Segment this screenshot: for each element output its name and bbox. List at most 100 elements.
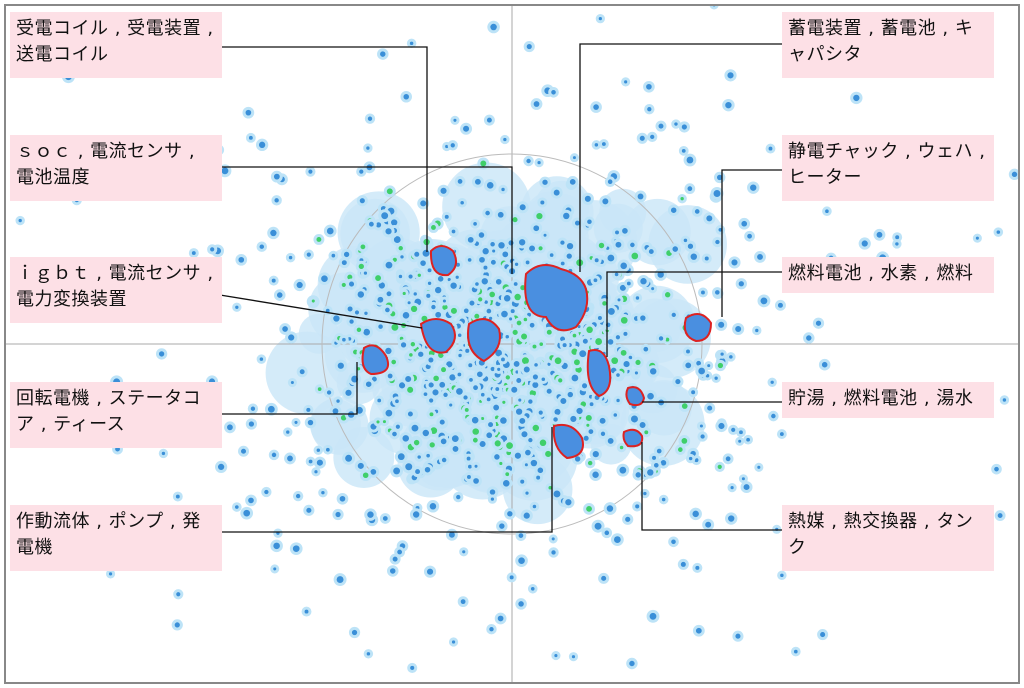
dot xyxy=(356,195,368,207)
dot xyxy=(355,260,367,272)
dot xyxy=(613,370,623,380)
dot xyxy=(268,449,280,461)
dot xyxy=(550,414,561,425)
dot xyxy=(594,312,605,323)
dot xyxy=(364,508,377,521)
dot xyxy=(479,245,492,258)
dot xyxy=(754,250,766,263)
dot xyxy=(617,259,630,273)
dot xyxy=(643,80,655,93)
dot xyxy=(270,564,280,574)
dot xyxy=(247,403,259,414)
dot xyxy=(568,371,582,385)
dot xyxy=(850,91,863,105)
dot xyxy=(430,372,442,385)
dot xyxy=(287,378,297,388)
dot xyxy=(256,354,267,364)
dot xyxy=(702,518,715,531)
dot xyxy=(426,500,440,513)
dot xyxy=(423,290,434,301)
dot xyxy=(447,279,460,292)
dot xyxy=(348,372,362,386)
dot xyxy=(649,452,660,463)
dot xyxy=(361,308,371,318)
dot xyxy=(255,138,269,152)
dot xyxy=(483,429,496,442)
dot xyxy=(354,459,367,472)
dot xyxy=(384,370,396,382)
dot xyxy=(754,462,764,472)
dot xyxy=(644,466,657,479)
dot xyxy=(510,358,523,370)
dot xyxy=(653,445,665,457)
dot xyxy=(359,469,372,482)
dot xyxy=(520,363,533,376)
map-view: 受電コイル , 受電装置 , 送電コイル ｓｏｃ , 電流センサ , 電池温度 … xyxy=(4,4,1020,684)
dot xyxy=(495,239,508,252)
dot xyxy=(530,98,543,110)
dot xyxy=(483,179,497,192)
dot xyxy=(712,236,723,248)
dot xyxy=(568,652,579,662)
dot xyxy=(461,404,472,415)
dot xyxy=(486,288,499,301)
dot xyxy=(158,448,169,459)
dot xyxy=(447,304,460,317)
dot xyxy=(353,324,365,336)
dot xyxy=(529,421,543,435)
dot xyxy=(604,304,618,318)
dot xyxy=(736,427,746,438)
dot xyxy=(728,256,741,269)
dot xyxy=(512,405,526,418)
dot xyxy=(386,565,399,577)
dot xyxy=(818,358,831,371)
dot xyxy=(404,383,417,396)
dot xyxy=(509,326,521,338)
dot xyxy=(340,248,353,261)
dot xyxy=(487,494,498,504)
dot xyxy=(655,333,667,344)
dot xyxy=(332,508,344,521)
dot xyxy=(1008,168,1018,181)
dot xyxy=(383,185,396,198)
cluster xyxy=(361,344,390,376)
dot xyxy=(485,419,497,431)
cluster xyxy=(524,264,589,332)
dot xyxy=(567,412,580,426)
dot xyxy=(429,386,442,399)
dot xyxy=(303,404,314,415)
dot xyxy=(431,283,445,297)
dot xyxy=(685,453,696,464)
dot xyxy=(672,376,684,388)
dot xyxy=(330,312,343,325)
dot xyxy=(483,114,495,126)
dot xyxy=(242,106,255,119)
dot xyxy=(283,427,293,437)
dot xyxy=(245,418,258,430)
dot xyxy=(382,304,393,316)
dot xyxy=(492,275,505,288)
dot xyxy=(408,421,422,435)
dot xyxy=(646,365,660,378)
dot xyxy=(578,380,591,392)
dot xyxy=(492,384,503,394)
dot xyxy=(523,155,534,167)
dot xyxy=(172,491,183,502)
dot xyxy=(688,387,699,398)
dot xyxy=(311,467,321,477)
dot xyxy=(499,477,513,490)
dot xyxy=(256,241,268,252)
dot xyxy=(245,132,256,143)
dot xyxy=(426,439,438,451)
dot xyxy=(604,336,617,348)
dot xyxy=(612,332,624,343)
dot xyxy=(684,183,696,195)
dot xyxy=(591,140,602,150)
dot xyxy=(334,359,347,372)
dot xyxy=(504,508,516,520)
dot xyxy=(632,293,643,303)
dot xyxy=(858,237,871,250)
dot xyxy=(446,400,456,410)
dot xyxy=(717,349,727,359)
dot xyxy=(365,218,377,230)
